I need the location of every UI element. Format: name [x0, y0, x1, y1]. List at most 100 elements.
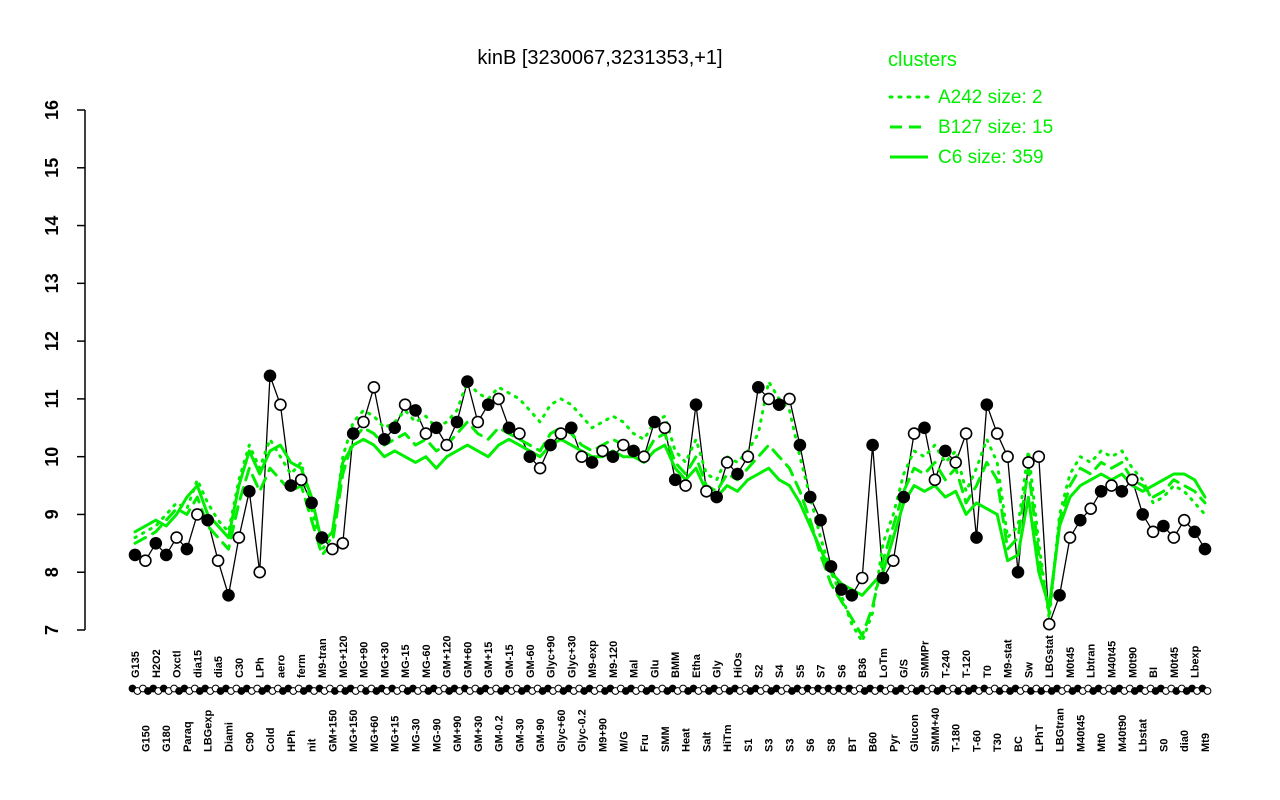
x-category-label: GM+60 [462, 642, 474, 678]
y-tick-label: 15 [42, 158, 62, 178]
x-category-label: T-60 [972, 730, 984, 752]
x-category-label: GM-30 [514, 718, 526, 752]
x-category-label: BT [847, 737, 859, 752]
x-category-label: Fru [639, 734, 651, 752]
x-category-label: S3 [764, 739, 776, 752]
x-category-label: HiTm [722, 724, 734, 752]
data-point-filled [1188, 525, 1201, 539]
y-tick-label: 8 [42, 567, 62, 577]
x-category-label: S4 [774, 664, 786, 678]
data-point-filled [377, 432, 391, 446]
data-point-open [191, 508, 204, 521]
data-point-open [949, 456, 963, 469]
x-category-label: ferm [296, 654, 308, 678]
x-category-label: M9-stat [1003, 639, 1015, 678]
data-point-open [294, 473, 308, 487]
data-point-open [1042, 617, 1056, 631]
y-tick-label: 11 [42, 389, 62, 408]
data-point-open [440, 438, 454, 452]
x-category-label: M40t90 [1117, 715, 1129, 752]
cluster-line-b127 [133, 420, 1207, 638]
x-category-label: BI [1148, 667, 1160, 678]
x-category-label: Glyc+60 [556, 709, 568, 752]
x-category-label: Glu [649, 660, 661, 678]
data-point-filled [793, 438, 807, 452]
x-category-label: LPh [255, 657, 267, 678]
x-category-label: Diami [224, 722, 236, 752]
chart-title: kinB [3230067,3231353,+1] [477, 47, 722, 69]
data-point-open [637, 450, 651, 464]
x-category-label: M9+90 [598, 718, 610, 752]
data-point-filled [450, 415, 464, 429]
data-point-open [762, 392, 776, 406]
data-point-filled [388, 421, 402, 435]
x-category-label: dia0 [1179, 730, 1191, 752]
x-category-label: Etha [691, 653, 703, 678]
data-point-filled [1053, 588, 1066, 602]
data-point-filled [751, 380, 765, 394]
x-category-label: dia15 [192, 650, 204, 678]
x-category-label: G150 [140, 725, 152, 752]
x-category-label: MG+30 [379, 642, 391, 678]
data-point-open [1177, 513, 1191, 527]
x-category-label: Glyc+90 [546, 635, 558, 678]
x-category-label: Heat [681, 728, 693, 752]
x-category-label: M0t45 [1169, 647, 1181, 678]
data-point-filled [1094, 484, 1108, 498]
x-category-label: H2O2 [151, 649, 163, 678]
data-point-open [398, 398, 412, 412]
x-category-label: S6 [836, 665, 848, 678]
data-point-open [990, 427, 1004, 440]
data-point-open [170, 531, 183, 544]
x-category-label: SMMPr [920, 640, 932, 678]
data-point-open [554, 427, 568, 440]
x-category-label: GM+120 [442, 636, 454, 679]
x-category-label: B36 [857, 658, 869, 678]
x-category-label: S7 [816, 665, 828, 678]
x-category-label: G/S [899, 659, 911, 678]
data-point-filled [461, 375, 474, 388]
data-point-open [679, 479, 692, 492]
data-point-open [700, 484, 713, 498]
x-category-label: M0t90 [1127, 647, 1139, 678]
data-point-open [720, 456, 734, 469]
data-point-open [367, 380, 381, 394]
data-point-filled [731, 467, 744, 481]
x-category-label: S3 [785, 739, 797, 752]
data-point-filled [1011, 565, 1025, 579]
x-category-label: GM+150 [327, 710, 339, 753]
data-point-filled [305, 496, 318, 510]
x-category-label: G180 [161, 725, 173, 752]
data-point-filled [835, 583, 848, 596]
data-point-open [357, 415, 370, 429]
x-category-label: GM+90 [452, 716, 464, 752]
x-category-label: Glyc+30 [566, 635, 578, 678]
data-point-filled [668, 473, 682, 487]
data-point-open [326, 542, 339, 556]
data-point-open [1032, 450, 1046, 464]
x-category-label: Salt [701, 731, 713, 752]
data-point-open [959, 427, 973, 440]
data-point-open [1146, 525, 1160, 539]
x-category-label: T-180 [951, 724, 963, 752]
y-tick-label: 10 [42, 447, 62, 467]
x-category-label: M/G [618, 731, 630, 752]
data-point-filled [481, 398, 495, 412]
y-tick-label: 13 [42, 273, 62, 293]
data-point-open [139, 554, 152, 568]
data-point-filled [845, 588, 859, 602]
x-category-label: MG+90 [359, 642, 371, 678]
y-tick-label: 14 [42, 216, 62, 236]
data-point-filled [606, 450, 620, 464]
x-category-label: LPhT [1034, 724, 1046, 752]
x-category-label: M9-tran [317, 638, 329, 678]
data-point-filled [803, 490, 817, 504]
x-category-label: S8 [826, 739, 838, 752]
data-point-open [471, 415, 485, 429]
data-point-open [253, 565, 267, 579]
data-point-open [1022, 456, 1035, 469]
x-category-label: HiOs [733, 652, 745, 678]
x-category-label: C90 [244, 732, 256, 752]
